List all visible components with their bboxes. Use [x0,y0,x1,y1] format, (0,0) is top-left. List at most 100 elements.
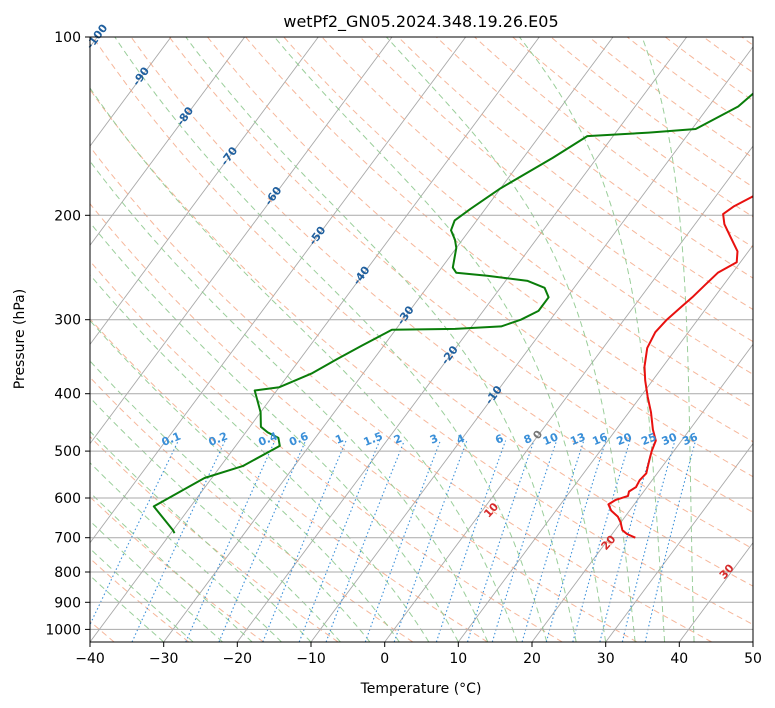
x-tick-label: −30 [149,651,179,667]
isotherm-lines [90,37,753,642]
mixing-ratio-lines [90,440,697,642]
isotherm-line [605,442,753,642]
chart-title: wetPf2_GN05.2024.348.19.26.E05 [283,12,558,32]
plot-area [90,37,753,642]
isotherm-line [90,37,319,346]
x-tick-label: −20 [223,651,253,667]
moist-adiabat-lines [90,37,695,642]
mixing-ratio-line [572,440,631,642]
y-tick-label: 1000 [45,622,81,638]
mixing-ratio-line [491,440,558,642]
y-tick-label: 200 [54,208,81,224]
moist-adiabat-line [90,274,430,642]
isotherm-line [90,37,540,642]
y-tick-label: 700 [54,531,81,547]
moist-adiabat-line [386,37,636,642]
dry-adiabat-line [283,37,753,409]
mixing-ratio-line [185,440,276,642]
x-tick-label: 0 [380,651,389,667]
y-tick-label: 800 [54,565,81,581]
dry-adiabat-line [588,37,753,159]
temperature-line [607,195,753,539]
moist-adiabat-line [90,520,223,642]
moist-adiabat-line [185,37,577,642]
moist-adiabat-line [274,37,607,642]
y-tick-label: 300 [54,313,81,329]
moist-adiabat-line [641,37,695,642]
isotherm-line [90,37,393,445]
mixing-ratio-label: 25 [639,430,658,448]
y-axis-label: Pressure (hPa) [12,289,28,389]
dry-adiabat-line [512,37,753,218]
mixing-ratio-label: 10 [541,430,560,448]
moist-adiabat-line [114,37,548,642]
isotherm-line [457,244,753,642]
x-tick-label: −40 [75,651,105,667]
mixing-ratio-label: 2 [392,432,404,447]
moist-adiabat-line [90,87,518,642]
x-tick-label: 50 [744,651,762,667]
dry-adiabat-line [90,376,414,642]
mixing-ratio-label: 30 [660,430,679,448]
isotherm-line [531,343,753,642]
mixing-ratio-label: 8 [522,432,534,447]
moist-adiabat-line [90,462,282,642]
isotherm-line [384,145,753,642]
x-tick-label: 20 [523,651,541,667]
mixing-ratio-line [218,440,307,642]
moist-adiabat-line [90,574,165,642]
mixing-ratio-label: 3 [428,432,440,447]
moist-adiabat-line [90,319,400,642]
isotherm-line [752,641,753,642]
dry-adiabat-line [90,496,264,642]
mixing-ratio-label: 1 [333,432,345,447]
plot-frame [89,36,754,643]
moist-adiabat-line [519,37,666,642]
isotherm-line [90,37,467,544]
dry-adiabat-line [207,37,753,478]
isotherm-line [90,37,246,247]
dewpoint-line [152,92,753,534]
mixing-ratio-line [545,440,607,642]
dry-adiabat-line [321,37,753,375]
x-tick-label: 10 [449,651,467,667]
x-tick-label: 40 [670,651,688,667]
moist-adiabat-line [90,547,194,642]
dry-adiabat-line [90,88,753,626]
mixing-ratio-label: 16 [590,430,609,448]
isotherm-line [163,37,614,642]
mixing-ratio-label: 20 [615,430,634,448]
x-tick-label: 30 [597,651,615,667]
dry-adiabat-line [90,260,563,642]
y-tick-label: 500 [54,444,81,460]
axis-ticks: −40 −30 −20 −10 0 10 20 30 40 50 100 200 300 400 500 60… [45,30,762,667]
moist-adiabat-line [90,360,371,642]
moist-adiabat-line [90,221,459,642]
y-tick-label: 400 [54,387,81,403]
moist-adiabat-line [90,430,312,642]
mixing-ratio-line [393,440,468,642]
mixing-ratio-label: 36 [681,430,700,448]
moist-adiabat-line [90,397,341,642]
x-tick-label: −10 [296,651,326,667]
y-tick-label: 100 [54,30,81,46]
dry-adiabat-line [168,37,753,513]
moist-adiabat-line [90,160,489,642]
mixing-ratio-line [599,440,656,642]
mixing-ratio-label: 13 [568,430,587,448]
dry-adiabat-line [474,37,753,248]
dry-adiabat-line [92,37,753,587]
dry-adiabat-line [359,37,753,343]
dry-adiabat-line [550,37,753,188]
mixing-ratio-line [364,440,441,642]
dry-adiabat-line [90,202,638,642]
y-tick-label: 900 [54,595,81,611]
isotherm-line [90,37,172,147]
isotherm-line [310,46,753,642]
dry-adiabat-line [130,37,753,550]
mixing-ratio-line [644,440,697,642]
moist-adiabat-line [90,491,253,642]
isotherm-line [236,37,688,642]
x-axis-label: Temperature (°C) [360,681,482,697]
